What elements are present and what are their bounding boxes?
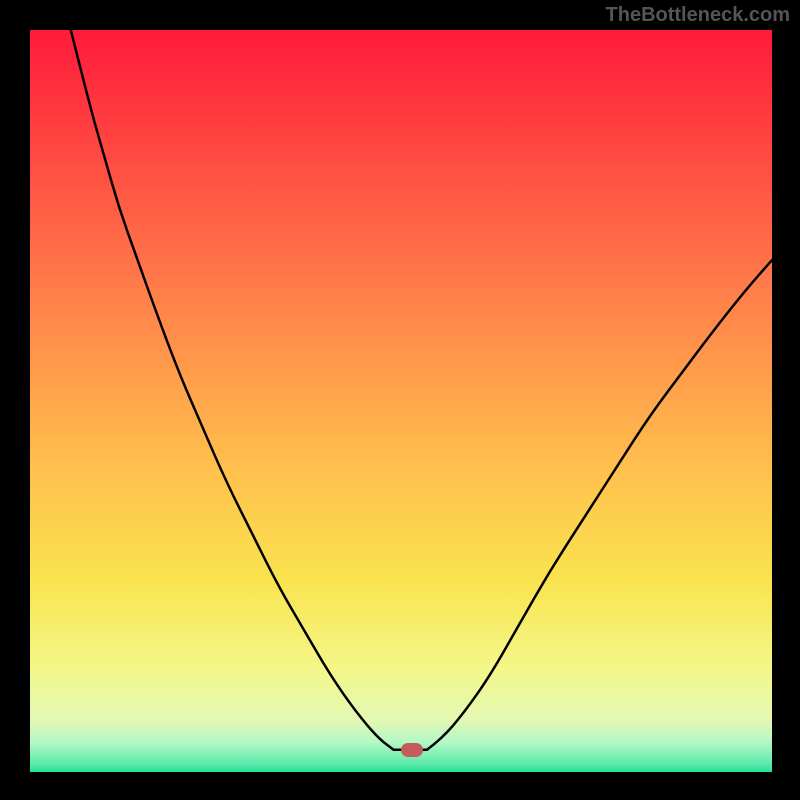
bottleneck-chart xyxy=(30,30,772,772)
bottleneck-curve xyxy=(71,30,772,750)
curve-layer xyxy=(30,30,772,772)
watermark-text: TheBottleneck.com xyxy=(606,4,790,27)
optimal-point-marker xyxy=(401,743,423,757)
